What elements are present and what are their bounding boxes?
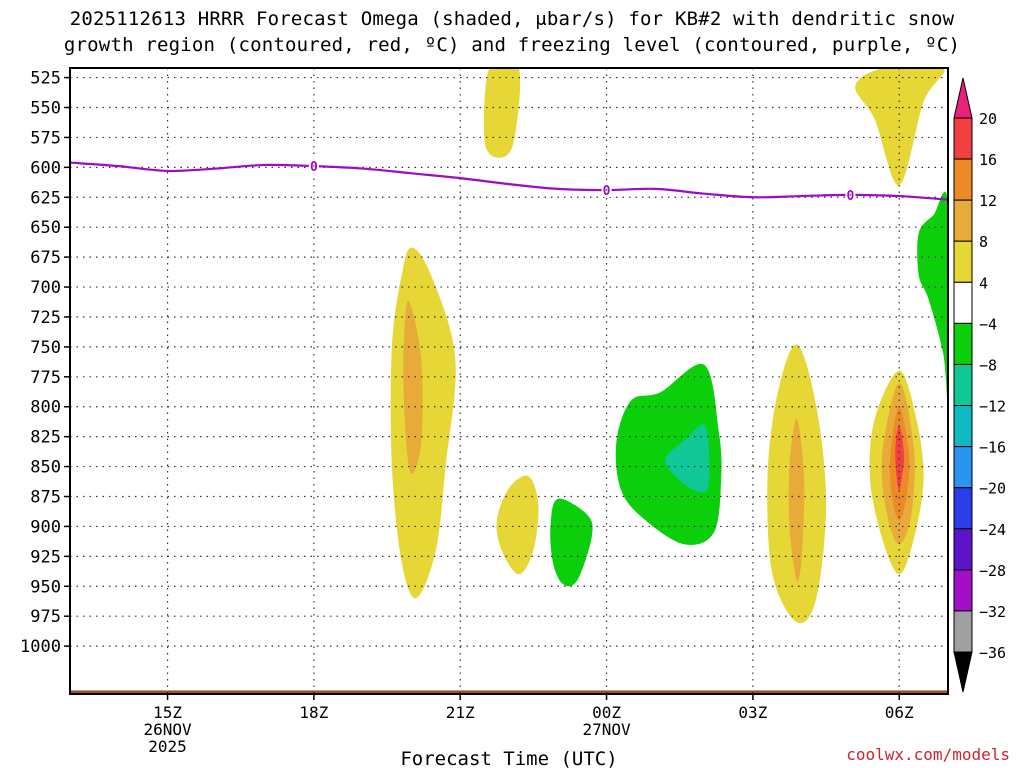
colorbar-segment-3 (953, 240, 973, 283)
chart-title-line-1: 2025112613 HRRR Forecast Omega (shaded, … (69, 8, 955, 30)
y-tick-label-575: 575 (30, 128, 61, 148)
colorbar-segment-7 (953, 405, 973, 448)
chart-title-line-2: growth region (contoured, red, ºC) and f… (63, 34, 961, 56)
omega-pos-8-12-6 (788, 418, 805, 582)
omega-neg-8-12-12 (665, 424, 710, 493)
y-tick-label-550: 550 (30, 98, 61, 118)
ground-surface (70, 690, 948, 694)
credit-link[interactable]: coolwx.com/models (846, 745, 1010, 764)
y-tick-label-950: 950 (30, 577, 61, 597)
plot-layer: 0 0 0 (70, 68, 948, 694)
x-tick-label-06Z: 06Z (885, 703, 914, 722)
x-tick-label-00Z: 00Z (592, 703, 621, 722)
y-tick-label-925: 925 (30, 547, 61, 567)
plot-area (70, 68, 948, 694)
omega-pos-4-8-0 (483, 68, 521, 158)
colorbar-segment-2 (953, 199, 973, 242)
colorbar-label-8: −16 (979, 439, 1006, 457)
colorbar-label-13: −36 (979, 644, 1006, 662)
y-tick-label-775: 775 (30, 368, 61, 388)
freezing-level-line (70, 161, 948, 201)
colorbar-label-5: −4 (979, 315, 997, 333)
freezing-level-label-1: 0 (603, 184, 611, 199)
y-tick-label-850: 850 (30, 458, 61, 478)
colorbar-segment-1 (953, 158, 973, 201)
plot-frame (69, 67, 949, 695)
y-tick-label-800: 800 (30, 398, 61, 418)
omega-neg-4-8-14 (917, 191, 948, 402)
x-tick-year-15Z: 2025 (148, 737, 187, 756)
freezing-level-label-0: 0 (310, 160, 318, 175)
colorbar-segment-8 (953, 446, 973, 489)
y-tick-label-700: 700 (30, 278, 61, 298)
x-tick-date-15Z: 26NOV (143, 720, 192, 739)
freezing-level-label-2: 0 (847, 189, 855, 204)
colorbar-segment-4 (953, 281, 973, 324)
y-tick-label-750: 750 (30, 338, 61, 358)
colorbar-segment-11 (953, 569, 973, 612)
freezing-label-bg-2 (845, 187, 856, 202)
colorbar-label-2: 12 (979, 192, 997, 210)
freezing-label-bg-0 (308, 159, 319, 174)
omega-pos-4-8-1 (855, 68, 945, 186)
freezing-label-bg-1 (601, 183, 612, 198)
y-tick-label-825: 825 (30, 428, 61, 448)
colorbar-label-12: −32 (979, 603, 1006, 621)
y-tick-label-600: 600 (30, 158, 61, 178)
colorbar-label-7: −12 (979, 398, 1006, 416)
x-tick-date-00Z: 27NOV (582, 720, 631, 739)
y-tick-label-725: 725 (30, 308, 61, 328)
colorbar-label-9: −20 (979, 480, 1006, 498)
x-tick-label-18Z: 18Z (299, 703, 328, 722)
y-tick-label-1000: 1000 (20, 637, 61, 657)
omega-pos-8-12-3 (403, 300, 423, 474)
colorbar-segment-12 (953, 610, 973, 653)
colorbar-label-10: −24 (979, 521, 1006, 539)
colorbar-segment-9 (953, 487, 973, 530)
y-tick-label-975: 975 (30, 607, 61, 627)
colorbar-segment-5 (953, 322, 973, 365)
colorbar-label-1: 16 (979, 151, 997, 169)
colorbar-segment-0 (953, 117, 973, 160)
colorbar-label-4: 4 (979, 274, 988, 292)
x-tick-label-15Z: 15Z (153, 703, 182, 722)
colorbar-segment-6 (953, 363, 973, 407)
y-tick-label-875: 875 (30, 488, 61, 508)
y-tick-label-675: 675 (30, 248, 61, 268)
x-tick-label-03Z: 03Z (738, 703, 767, 722)
colorbar-label-11: −28 (979, 562, 1006, 580)
colorbar-bottom-arrow (953, 651, 973, 693)
omega-pos-4-8-4 (496, 475, 539, 575)
colorbar-label-3: 8 (979, 233, 988, 251)
y-tick-label-650: 650 (30, 218, 61, 238)
colorbar-label-0: 20 (979, 110, 997, 128)
colorbar-top-arrow (953, 77, 973, 119)
x-tick-label-21Z: 21Z (446, 703, 475, 722)
y-tick-label-625: 625 (30, 188, 61, 208)
y-tick-label-525: 525 (30, 69, 61, 89)
colorbar: 20 16 12 8 4 −4 −8 −12 −16 −20 −24 −28 −32 −36 (953, 77, 1006, 693)
colorbar-label-6: −8 (979, 356, 997, 374)
colorbar-segment-10 (953, 528, 973, 571)
y-tick-label-900: 900 (30, 517, 61, 537)
x-axis-title: Forecast Time (UTC) (400, 748, 617, 768)
omega-neg-4-8-13 (550, 498, 593, 587)
omega-pos-16-20-10 (895, 424, 905, 491)
